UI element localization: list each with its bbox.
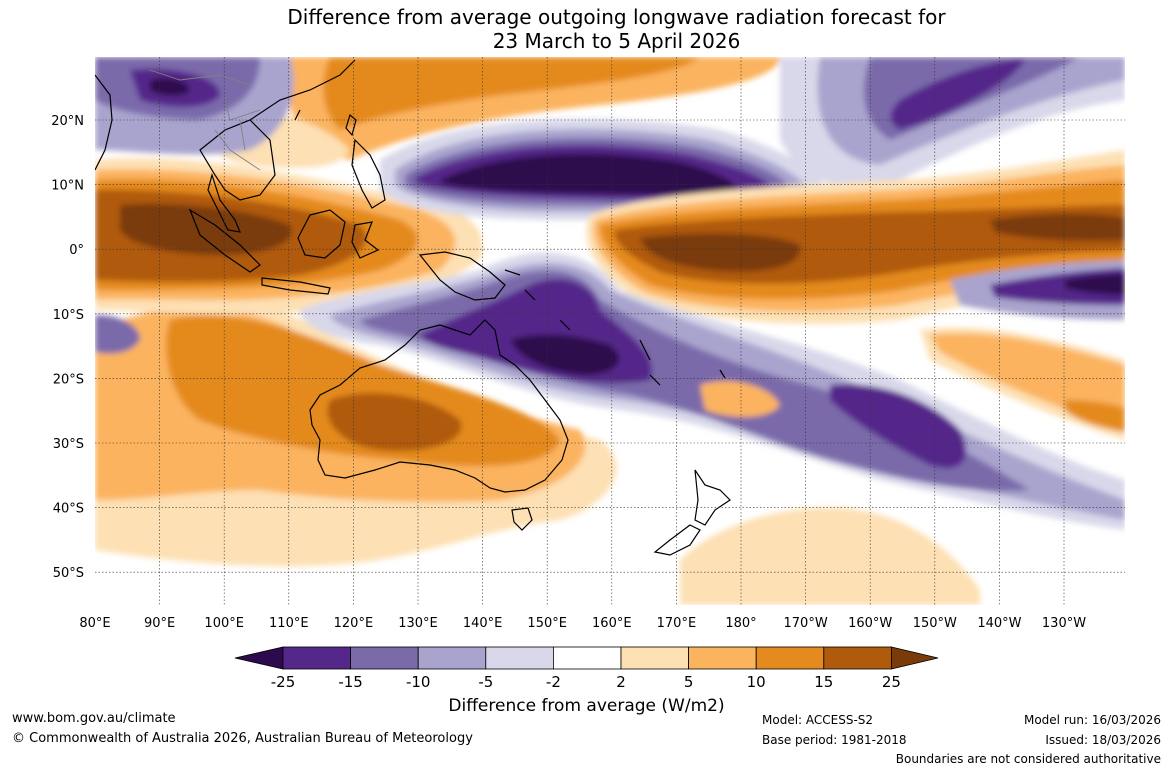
coast-pacific-islands bbox=[504, 269, 726, 386]
band-east-dark-brown-2 bbox=[990, 213, 1125, 241]
model-run-date: Model run: 16/03/2026 bbox=[1023, 713, 1161, 727]
coast-malay-peninsula bbox=[207, 172, 241, 233]
anomaly-field bbox=[95, 57, 1125, 605]
lat-label: 10°S bbox=[53, 308, 84, 323]
band-eq-east-dark-brown bbox=[640, 233, 801, 272]
border-indochina bbox=[214, 99, 261, 171]
colorbar-tick: 25 bbox=[882, 673, 901, 691]
colorbar-segment bbox=[282, 646, 351, 670]
coast-india bbox=[95, 74, 113, 171]
lon-label: 100°E bbox=[204, 616, 244, 631]
band-indonesia-dark-brown bbox=[120, 203, 292, 255]
title-line-1: Difference from average outgoing longwav… bbox=[287, 5, 946, 29]
longitude-labels: 80°E 90°E 100°E 110°E 120°E 130°E 140°E 150°E 16… bbox=[79, 616, 1086, 631]
coast-indochina bbox=[199, 119, 276, 201]
colorbar-tick: -25 bbox=[271, 673, 296, 691]
colorbar-tick: -5 bbox=[478, 673, 493, 691]
band-australia-brown bbox=[327, 392, 462, 451]
coast-nz-south bbox=[653, 524, 701, 556]
country-borders bbox=[149, 69, 261, 171]
lon-label: 140°E bbox=[463, 616, 503, 631]
coast-java bbox=[261, 277, 331, 295]
border-asia bbox=[149, 69, 251, 86]
colorbar bbox=[234, 646, 939, 670]
lon-label: 130°E bbox=[398, 616, 438, 631]
lat-label: 0° bbox=[69, 243, 84, 258]
band-south-pacific-dark bbox=[830, 384, 966, 469]
lat-label: 40°S bbox=[53, 502, 84, 517]
copyright-text: © Commonwealth of Australia 2026, Austra… bbox=[12, 731, 473, 746]
lon-label: 110°E bbox=[269, 616, 309, 631]
lat-label: 20°N bbox=[51, 114, 84, 129]
lat-label: 50°S bbox=[53, 566, 84, 581]
lon-label: 80°E bbox=[79, 616, 110, 631]
coast-sumatra bbox=[188, 208, 261, 273]
gridlines bbox=[95, 57, 1125, 605]
colorbar-segment bbox=[823, 646, 892, 670]
coast-australia bbox=[309, 319, 569, 493]
colorbar-tick: 10 bbox=[747, 673, 766, 691]
band-eq-north-deepest bbox=[440, 153, 736, 195]
colorbar-tick: 2 bbox=[616, 673, 626, 691]
colorbar-max-arrow bbox=[891, 646, 939, 670]
colorbar-tick: -2 bbox=[546, 673, 561, 691]
lon-label: 140°W bbox=[977, 616, 1021, 631]
band-north-dark-orange bbox=[323, 57, 700, 130]
coast-tasmania bbox=[511, 507, 533, 531]
band-nz-light bbox=[680, 507, 980, 605]
lat-label: 10°N bbox=[51, 179, 84, 194]
boundaries-disclaimer: Boundaries are not considered authoritat… bbox=[895, 752, 1161, 766]
colorbar-segment bbox=[417, 646, 487, 670]
colorbar-segment bbox=[755, 646, 825, 670]
coast-taiwan bbox=[345, 113, 357, 137]
title-line-2: 23 March to 5 April 2026 bbox=[492, 29, 741, 53]
coast-china bbox=[249, 59, 356, 121]
lon-label: 160°E bbox=[592, 616, 632, 631]
colorbar-label: Difference from average (W/m2) bbox=[448, 696, 725, 716]
colorbar-tick: 5 bbox=[684, 673, 694, 691]
lon-label: 170°W bbox=[784, 616, 828, 631]
lat-label: 30°S bbox=[53, 437, 84, 452]
lon-label: 150°E bbox=[527, 616, 567, 631]
band-sw-pacific-deepest bbox=[510, 334, 620, 375]
band-australia-orange bbox=[166, 315, 560, 466]
coast-nz-north bbox=[694, 469, 731, 526]
website-link[interactable]: www.bom.gov.au/climate bbox=[12, 711, 176, 726]
band-east-deepest bbox=[1065, 274, 1125, 295]
band-ne-dark-purple bbox=[890, 59, 1025, 130]
band-nw-deepest bbox=[150, 78, 190, 96]
lon-label: 170°E bbox=[657, 616, 697, 631]
lon-label: 130°W bbox=[1042, 616, 1086, 631]
lon-label: 180° bbox=[725, 616, 756, 631]
colorbar-segment bbox=[688, 646, 757, 670]
lat-label: 20°S bbox=[53, 372, 84, 387]
chart-title: Difference from average outgoing longwav… bbox=[0, 5, 1173, 53]
colorbar-segment bbox=[553, 646, 622, 670]
lon-label: 90°E bbox=[144, 616, 175, 631]
colorbar-min-arrow bbox=[234, 646, 284, 670]
model-name: Model: ACCESS-S2 bbox=[762, 713, 874, 727]
colorbar-tick-labels: -25 -15 -10 -5 -2 2 5 10 15 25 bbox=[271, 673, 901, 691]
lon-label: 120°E bbox=[334, 616, 374, 631]
issued-date: Issued: 18/03/2026 bbox=[1045, 733, 1161, 747]
colorbar-segment bbox=[350, 646, 419, 670]
latitude-labels: 20°N 10°N 0° 10°S 20°S 30°S 40°S 50°S bbox=[51, 114, 84, 581]
base-period: Base period: 1981-2018 bbox=[762, 733, 907, 747]
band-se-dark-orange bbox=[1065, 400, 1125, 432]
colorbar-tick: -10 bbox=[406, 673, 431, 691]
coast-borneo bbox=[297, 209, 346, 259]
band-tasman-orange bbox=[700, 381, 780, 417]
colorbar-tick: 15 bbox=[814, 673, 833, 691]
band-indian-purple bbox=[95, 315, 140, 354]
lon-label: 150°W bbox=[913, 616, 957, 631]
coast-sulawesi bbox=[351, 221, 380, 259]
coast-new-guinea bbox=[418, 251, 506, 301]
colorbar-segment bbox=[620, 646, 689, 670]
lon-label: 160°W bbox=[848, 616, 892, 631]
colorbar-segment bbox=[485, 646, 554, 670]
colorbar-tick: -15 bbox=[338, 673, 363, 691]
